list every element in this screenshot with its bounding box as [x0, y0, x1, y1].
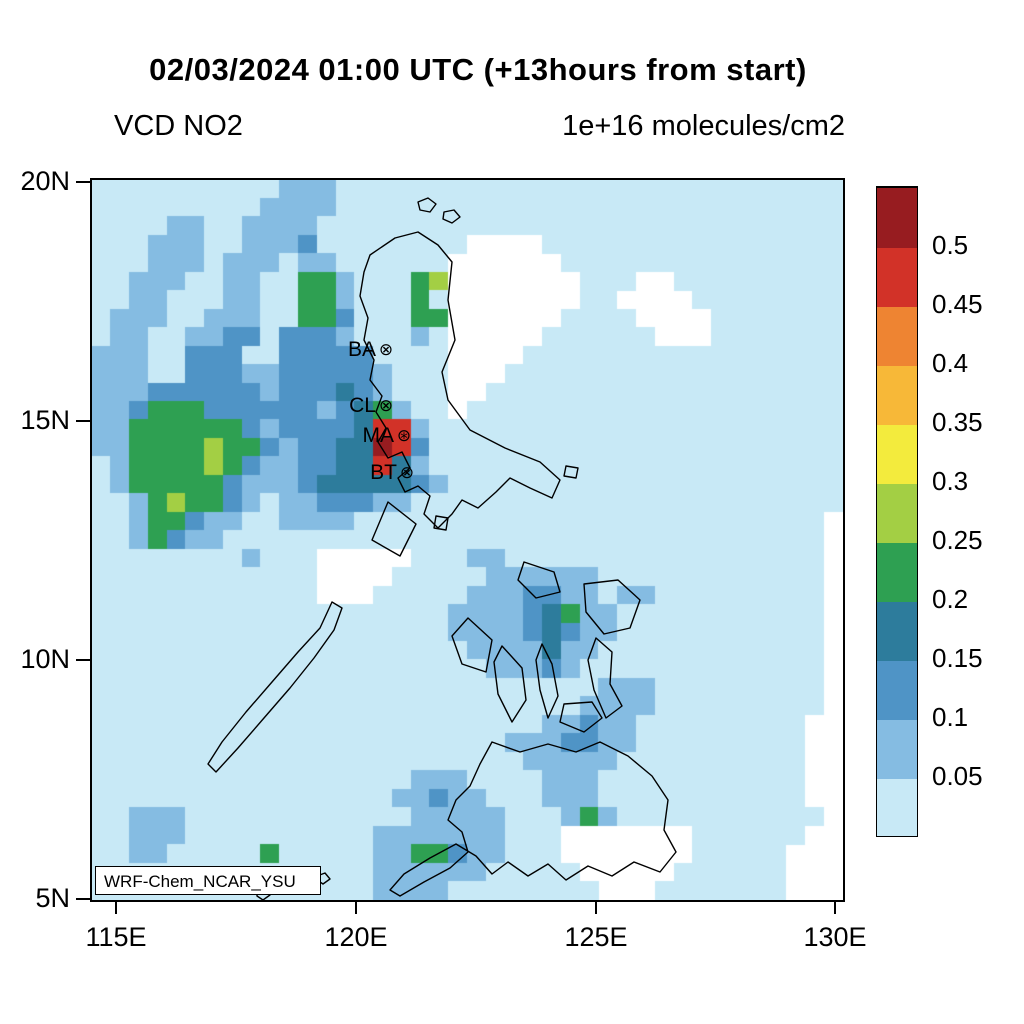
colorbar-tick-label: 0.05: [932, 761, 983, 791]
colorbar-tick-label: 0.15: [932, 643, 983, 673]
y-axis-tick-label: 15N: [20, 405, 70, 435]
colorbar-segment: [877, 305, 917, 366]
model-label: WRF-Chem_NCAR_YSU: [104, 872, 296, 891]
units-subtitle: 1e+16 molecules/cm2: [562, 110, 845, 142]
coastline-bohol: [559, 701, 603, 733]
coastline-cebu: [535, 643, 559, 719]
colorbar-tick-label: 0.5: [932, 230, 969, 260]
plot-frame: [90, 178, 845, 902]
coastline-palawan: [207, 601, 343, 773]
x-axis-tick-label: 115E: [85, 922, 147, 952]
colorbar-segment: [877, 423, 917, 484]
colorbar-tick-label: 0.2: [932, 584, 969, 614]
coastline-masbate: [517, 561, 561, 599]
colorbar-tick-label: 0.45: [932, 289, 983, 319]
colorbar-segment: [877, 246, 917, 307]
variable-subtitle: VCD NO2: [114, 110, 243, 142]
x-axis-tick-mark: [594, 900, 598, 914]
y-axis-tick-mark: [76, 180, 90, 184]
colorbar-tick-label: 0.3: [932, 466, 969, 496]
colorbar-segment: [877, 541, 917, 602]
x-axis-tick-label: 125E: [564, 922, 628, 952]
x-axis-tick-label: 130E: [803, 922, 867, 952]
coastline-luzon: [359, 231, 561, 529]
coastline-marinduque: [433, 515, 449, 531]
figure-title: 02/03/2024 01:00 UTC (+13hours from star…: [149, 52, 807, 87]
y-axis-tick-mark: [76, 897, 90, 901]
coastline-babuyan-islands: [417, 197, 461, 224]
x-axis-tick-mark: [833, 900, 837, 914]
coastline-mindoro: [371, 501, 417, 557]
colorbar-labels: 0.05 0.1 0.15 0.2 0.25 0.3 0.35 0.4 0.45 0.5: [932, 186, 1022, 835]
y-axis-tick-label: 10N: [20, 644, 70, 674]
y-axis-tick-label: 5N: [35, 883, 70, 913]
coastline-leyte: [587, 637, 623, 719]
coastline-mindanao: [389, 741, 677, 897]
no2-field-canvas: [92, 180, 843, 900]
coastline-negros: [493, 645, 527, 723]
colorbar-segment: [877, 659, 917, 720]
x-axis-tick-mark: [114, 900, 118, 914]
colorbar-tick-label: 0.1: [932, 702, 969, 732]
y-axis-tick-label: 20N: [20, 166, 70, 196]
colorbar-segment: [877, 482, 917, 543]
colorbar-segment: [877, 777, 917, 836]
coastline-samar: [583, 579, 641, 635]
colorbar-tick-label: 0.4: [932, 348, 969, 378]
model-label-box: WRF-Chem_NCAR_YSU: [95, 866, 321, 895]
x-axis-tick-label: 120E: [324, 922, 388, 952]
y-axis-tick-mark: [76, 658, 90, 662]
coastline-panay: [451, 617, 493, 673]
colorbar-segment: [877, 187, 917, 248]
colorbar-segment: [877, 718, 917, 779]
y-axis-tick-mark: [76, 419, 90, 423]
colorbar-segment: [877, 364, 917, 425]
coastline-svg: [207, 197, 677, 900]
colorbar: [876, 186, 918, 837]
colorbar-tick-label: 0.25: [932, 525, 983, 555]
colorbar-tick-label: 0.35: [932, 407, 983, 437]
x-axis-tick-mark: [354, 900, 358, 914]
coastline-catanduanes: [563, 465, 579, 479]
colorbar-segment: [877, 600, 917, 661]
